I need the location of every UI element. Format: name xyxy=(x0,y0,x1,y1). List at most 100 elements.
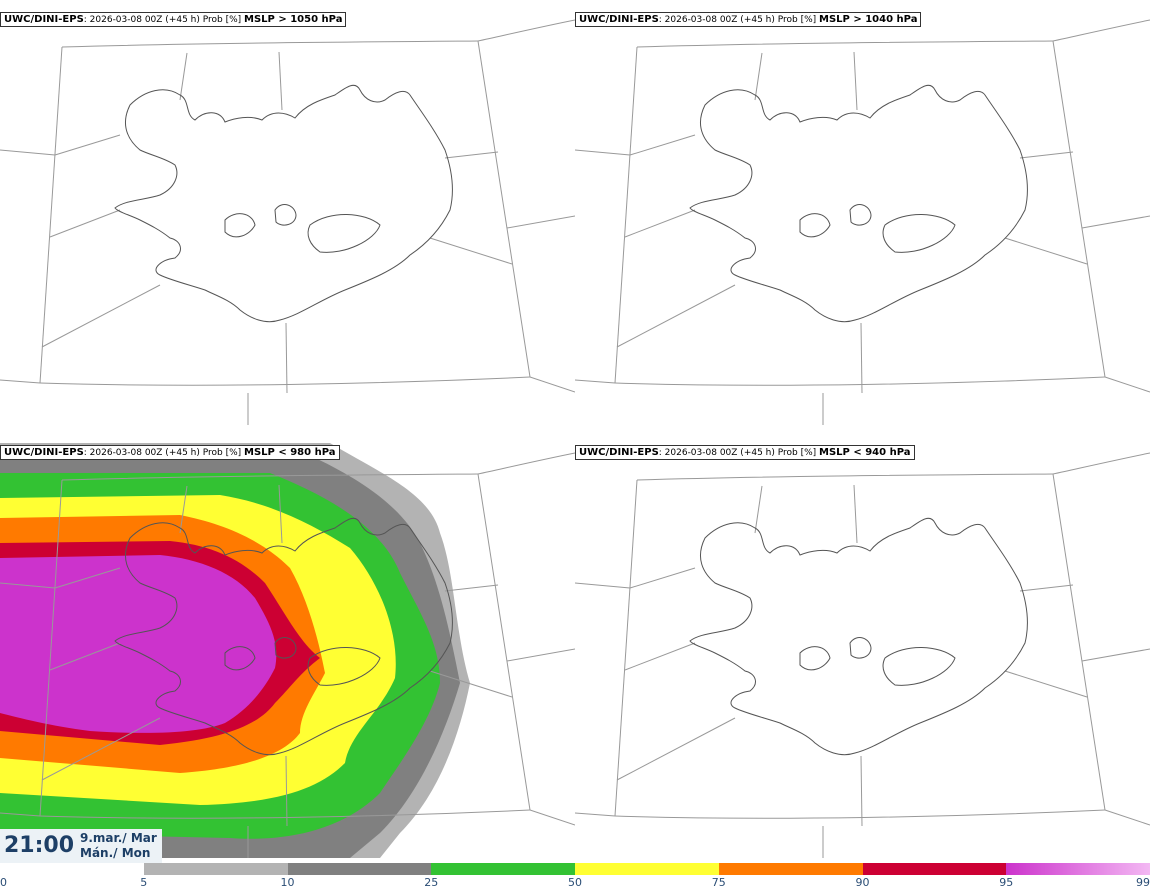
graticule-line xyxy=(429,237,513,265)
graticule-line xyxy=(1081,215,1150,229)
graticule-line xyxy=(636,40,1054,48)
valid-time-clock: 21:00 xyxy=(4,833,75,858)
glacier-outline xyxy=(799,213,831,238)
graticule-line xyxy=(754,52,763,101)
graticule-line xyxy=(1052,452,1150,475)
graticule-line xyxy=(1004,670,1088,698)
graticule-line xyxy=(278,51,283,111)
glacier-outline xyxy=(224,213,256,238)
graticule-line xyxy=(39,46,63,384)
graticule-line xyxy=(0,149,56,156)
map-panel-mslp-lt-940: UWC/DINI-EPS: 2026-03-08 00Z (+45 h) Pro… xyxy=(575,433,1150,858)
graticule-line xyxy=(1104,376,1150,393)
coastline xyxy=(114,517,453,756)
graticule-line xyxy=(61,40,479,48)
graticule-line xyxy=(614,46,638,384)
graticule-line xyxy=(624,209,696,238)
graticule-line xyxy=(1104,809,1150,826)
panel-title: UWC/DINI-EPS: 2026-03-08 00Z (+45 h) Pro… xyxy=(575,12,922,27)
graticule-line xyxy=(506,215,575,229)
graticule-line xyxy=(285,322,288,394)
graticule-line xyxy=(575,582,631,589)
graticule-line xyxy=(477,452,575,475)
map-iceland xyxy=(575,452,1150,858)
colorbar-tick-label: 50 xyxy=(568,876,582,889)
colorbar-tick-label: 0 xyxy=(0,876,7,889)
glacier-outline xyxy=(849,637,872,659)
probability-shading xyxy=(0,443,470,858)
colorbar-segment xyxy=(0,863,144,875)
map-panel-mslp-gt-1040: UWC/DINI-EPS: 2026-03-08 00Z (+45 h) Pro… xyxy=(575,0,1150,425)
title-source: UWC/DINI-EPS xyxy=(579,14,659,25)
graticule-line xyxy=(0,812,41,817)
graticule-line xyxy=(61,473,479,481)
graticule-line xyxy=(860,322,863,394)
graticule-line xyxy=(629,567,696,589)
graticule-line xyxy=(278,484,283,544)
glacier-outline xyxy=(849,204,872,226)
colorbar-tick-label: 75 xyxy=(711,876,726,889)
title-threshold: MSLP > 1040 hPa xyxy=(819,14,918,25)
glacier-outline xyxy=(799,646,831,671)
title-threshold: MSLP > 1050 hPa xyxy=(244,14,343,25)
graticule-line xyxy=(49,209,121,238)
graticule-line xyxy=(624,642,696,671)
graticule-line xyxy=(179,52,188,101)
title-threshold: MSLP < 940 hPa xyxy=(819,447,911,458)
title-meta: : 2026-03-08 00Z (+45 h) Prob [%] xyxy=(83,448,245,458)
graticule-line xyxy=(1052,19,1150,42)
colorbar-tick-label: 90 xyxy=(855,876,870,889)
graticule-line xyxy=(1052,40,1106,378)
graticule-line xyxy=(39,479,63,817)
panel-title: UWC/DINI-EPS: 2026-03-08 00Z (+45 h) Pro… xyxy=(0,12,347,27)
graticule-line xyxy=(444,584,499,592)
colorbar-tick-label: 99 xyxy=(1136,876,1150,889)
title-meta: : 2026-03-08 00Z (+45 h) Prob [%] xyxy=(658,448,820,458)
panel-title: UWC/DINI-EPS: 2026-03-08 00Z (+45 h) Pro… xyxy=(575,445,915,460)
map-panel-mslp-gt-1050: UWC/DINI-EPS: 2026-03-08 00Z (+45 h) Pro… xyxy=(0,0,575,425)
title-source: UWC/DINI-EPS xyxy=(4,447,84,458)
colorbar-segment xyxy=(143,863,288,875)
graticule-line xyxy=(853,51,858,111)
graticule-line xyxy=(1052,473,1106,811)
graticule-line xyxy=(49,642,121,671)
graticule-line xyxy=(39,809,531,819)
graticule-line xyxy=(629,134,696,156)
colorbar-tick-label: 5 xyxy=(140,876,148,889)
graticule-line xyxy=(0,582,56,589)
map-geography xyxy=(575,452,1150,858)
graticule-line xyxy=(575,812,616,817)
glacier-outline xyxy=(307,214,381,253)
graticule-line xyxy=(477,19,575,42)
glacier-outline xyxy=(274,204,297,226)
valid-time-box: 21:00 9.mar./ Mar Mán./ Mon xyxy=(0,829,162,863)
graticule-line xyxy=(39,376,531,386)
colorbar-segment xyxy=(718,863,863,875)
glacier-outline xyxy=(307,647,381,686)
glacier-outline xyxy=(882,647,956,686)
map-geography xyxy=(0,452,575,858)
colorbar-segment xyxy=(431,863,575,875)
title-source: UWC/DINI-EPS xyxy=(4,14,84,25)
map-iceland xyxy=(0,19,575,425)
graticule-line xyxy=(477,473,531,811)
probability-colorbar: 0 5 10 25 50 75 90 95 99 xyxy=(0,863,1150,891)
graticule-line xyxy=(614,479,638,817)
glacier-outline xyxy=(274,637,297,659)
title-threshold: MSLP < 980 hPa xyxy=(244,447,336,458)
graticule-line xyxy=(41,284,161,348)
map-iceland-probability xyxy=(0,443,575,858)
graticule-line xyxy=(429,670,513,698)
graticule-line xyxy=(614,376,1106,386)
graticule-line xyxy=(477,40,531,378)
graticule-line xyxy=(285,755,288,827)
coastline xyxy=(689,517,1028,756)
graticule-line xyxy=(529,376,575,393)
map-geography xyxy=(0,19,575,425)
title-meta: : 2026-03-08 00Z (+45 h) Prob [%] xyxy=(658,15,820,25)
graticule-line xyxy=(616,717,736,781)
graticule-line xyxy=(41,717,161,781)
graticule-line xyxy=(860,755,863,827)
colorbar-tick-label: 10 xyxy=(280,876,295,889)
date-line-2: Mán./ Mon xyxy=(80,846,151,860)
